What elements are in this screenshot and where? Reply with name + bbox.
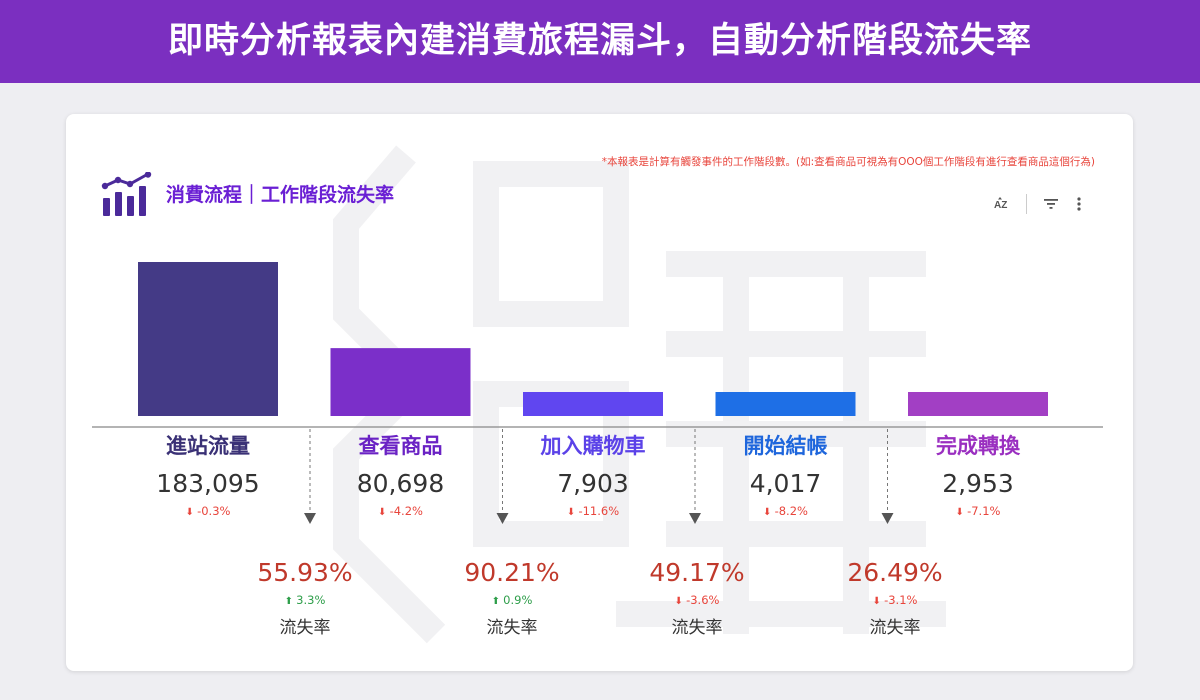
drop-arrow-icon bbox=[881, 513, 894, 524]
funnel-stage: 完成轉換 2,953 ⬇ -7.1% bbox=[888, 432, 1068, 518]
drop-arrow-icon bbox=[496, 513, 509, 524]
funnel-stage: 進站流量 183,095 ⬇ -0.3% bbox=[118, 432, 298, 518]
funnel-bar bbox=[523, 392, 663, 416]
drop-off-label: 流失率 bbox=[486, 618, 538, 638]
stage-change: ⬇ -4.2% bbox=[311, 504, 491, 518]
stage-label: 加入購物車 bbox=[540, 434, 646, 458]
more-vert-icon bbox=[1077, 197, 1081, 211]
report-card: *本報表是計算有觸發事件的工作階段數。(如:查看商品可視為有OOO個工作階段有進… bbox=[66, 114, 1133, 671]
stage-value: 7,903 bbox=[557, 469, 629, 498]
bar-chart-logo-icon bbox=[101, 172, 152, 216]
drop-off-change: ⬇ -3.6% bbox=[617, 593, 777, 607]
down-arrow-icon: ⬇ bbox=[378, 507, 390, 518]
drop-arrow-icon bbox=[304, 513, 316, 524]
stage-change: ⬇ -7.1% bbox=[888, 504, 1068, 518]
drop-off-change-value: 3.3% bbox=[296, 593, 326, 607]
chart-title: 消費流程｜工作階段流失率 bbox=[166, 184, 395, 206]
down-arrow-icon: ⬇ bbox=[566, 507, 579, 518]
stage-value: 80,698 bbox=[356, 469, 445, 498]
down-arrow-icon: ⬇ bbox=[955, 507, 968, 518]
drop-off-rate: 49.17% bbox=[649, 558, 745, 587]
funnel-stage: 開始結帳 4,017 ⬇ -8.2% bbox=[696, 432, 876, 518]
more-options-button[interactable] bbox=[1065, 192, 1093, 216]
drop-off-item: 26.49% ⬇ -3.1% 流失率 bbox=[815, 557, 975, 638]
drop-off-item: 90.21% ⬆ 0.9% 流失率 bbox=[432, 557, 592, 638]
down-arrow-icon: ⬇ bbox=[763, 507, 775, 518]
funnel-stage: 查看商品 80,698 ⬇ -4.2% bbox=[311, 432, 491, 518]
footnote: *本報表是計算有觸發事件的工作階段數。(如:查看商品可視為有OOO個工作階段有進… bbox=[601, 156, 1095, 168]
down-arrow-icon: ⬇ bbox=[674, 596, 687, 607]
stage-value: 2,953 bbox=[942, 469, 1014, 498]
funnel-bar bbox=[908, 392, 1048, 416]
chart-toolbar: AZ bbox=[988, 192, 1093, 216]
stage-change-value: -4.2% bbox=[389, 504, 423, 518]
drop-off-item: 49.17% ⬇ -3.6% 流失率 bbox=[617, 557, 777, 638]
funnel-bar bbox=[715, 392, 856, 416]
header-banner: 即時分析報表內建消費旅程漏斗，自動分析階段流失率 bbox=[0, 0, 1200, 83]
drop-off-change: ⬆ 3.3% bbox=[225, 593, 385, 607]
drop-arrow-icon bbox=[689, 513, 701, 524]
drop-off-rate: 55.93% bbox=[257, 558, 353, 587]
drop-off-label: 流失率 bbox=[869, 618, 921, 638]
down-arrow-icon: ⬇ bbox=[185, 507, 198, 518]
filter-icon bbox=[1044, 199, 1058, 209]
drop-off-change-value: 0.9% bbox=[503, 593, 533, 607]
filter-button[interactable] bbox=[1037, 192, 1065, 216]
stage-label: 開始結帳 bbox=[743, 434, 828, 458]
drop-off-item: 55.93% ⬆ 3.3% 流失率 bbox=[225, 557, 385, 638]
stage-value: 4,017 bbox=[749, 469, 822, 498]
drop-off-rate: 26.49% bbox=[847, 558, 943, 587]
stage-label: 查看商品 bbox=[358, 434, 443, 458]
stage-label: 進站流量 bbox=[166, 434, 250, 458]
drop-off-rate: 90.21% bbox=[464, 558, 560, 587]
drop-off-label: 流失率 bbox=[279, 618, 331, 638]
stage-change: ⬇ -8.2% bbox=[696, 504, 876, 518]
stage-change-value: -11.6% bbox=[578, 504, 620, 518]
drop-off-label: 流失率 bbox=[671, 618, 723, 638]
stage-change: ⬇ -0.3% bbox=[118, 504, 298, 518]
up-arrow-icon: ⬆ bbox=[284, 596, 297, 607]
funnel-bar bbox=[138, 262, 278, 416]
sort-az-icon: AZ bbox=[994, 197, 1007, 211]
sort-az-button[interactable]: AZ bbox=[988, 192, 1016, 216]
funnel-chart bbox=[92, 262, 1103, 524]
up-arrow-icon: ⬆ bbox=[491, 596, 504, 607]
stage-value: 183,095 bbox=[156, 469, 260, 498]
funnel-stage: 加入購物車 7,903 ⬇ -11.6% bbox=[503, 432, 683, 518]
drop-off-change: ⬇ -3.1% bbox=[815, 593, 975, 607]
banner-title: 即時分析報表內建消費旅程漏斗，自動分析階段流失率 bbox=[167, 21, 1032, 61]
down-arrow-icon: ⬇ bbox=[872, 596, 885, 607]
stage-change: ⬇ -11.6% bbox=[503, 504, 683, 518]
drop-off-change-value: -3.6% bbox=[686, 593, 720, 607]
drop-off-change: ⬆ 0.9% bbox=[432, 593, 592, 607]
stage-change-value: -8.2% bbox=[774, 504, 808, 518]
stage-change-value: -7.1% bbox=[967, 504, 1001, 518]
stage-label: 完成轉換 bbox=[936, 434, 1020, 458]
toolbar-divider bbox=[1026, 194, 1027, 214]
funnel-bar bbox=[330, 348, 471, 416]
stage-change-value: -0.3% bbox=[197, 504, 231, 518]
drop-off-change-value: -3.1% bbox=[884, 593, 918, 607]
svg-text:AZ: AZ bbox=[994, 200, 1007, 211]
